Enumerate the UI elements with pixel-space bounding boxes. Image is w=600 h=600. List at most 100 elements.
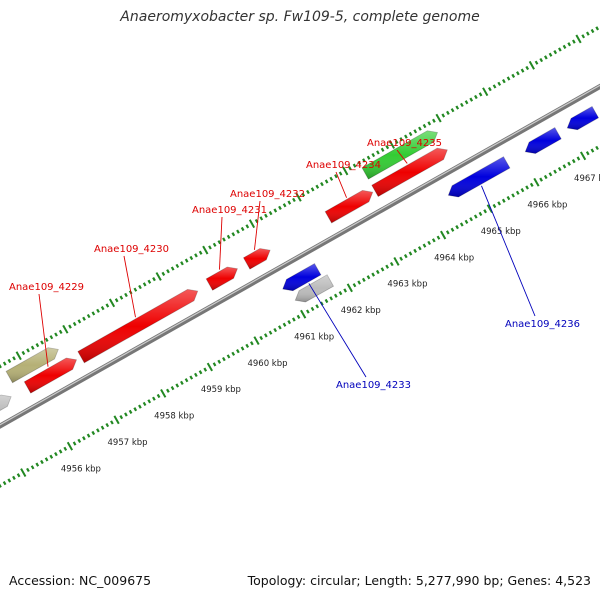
reverse-scale-tick (520, 188, 525, 193)
forward-scale-tick (91, 311, 96, 316)
reverse-scale-tick (497, 201, 501, 206)
forward-scale-tick (124, 292, 128, 298)
reverse-scale-tick (506, 195, 511, 201)
gene-label: Anae109_4234 (306, 160, 381, 171)
reverse-scale-tick (226, 354, 231, 359)
reverse-scale-tick (100, 425, 105, 430)
reverse-scale-tick (455, 225, 459, 230)
forward-scale-tick (105, 303, 110, 308)
reverse-scale-tick (7, 478, 12, 483)
forward-scale-tick (0, 364, 2, 369)
kbp-label: 4957 kbp (108, 438, 148, 448)
reverse-scale-tick (319, 301, 324, 306)
reverse-scale-tick (567, 161, 571, 166)
forward-scale-tick (54, 332, 58, 337)
kbp-label: 4958 kbp (154, 412, 194, 422)
forward-scale-tick (175, 263, 180, 269)
reverse-scale-tick (113, 415, 120, 425)
reverse-scale-tick (152, 396, 156, 401)
reverse-scale-tick (445, 230, 450, 235)
forward-scale-tick (432, 118, 436, 123)
forward-scale-tick (44, 337, 49, 342)
gene-4238-arrow-shading (567, 106, 599, 130)
reverse-scale-tick (539, 177, 543, 182)
forward-scale-tick (413, 129, 418, 134)
reverse-scale-tick (292, 317, 296, 322)
reverse-scale-tick (576, 156, 581, 161)
forward-scale-tick (385, 145, 390, 150)
reverse-scale-tick (66, 441, 74, 451)
forward-scale-tick (474, 94, 478, 100)
reverse-scale-tick (138, 404, 142, 409)
reverse-scale-tick (82, 436, 86, 441)
forward-scale-tick (590, 28, 595, 34)
reverse-scale-tick (58, 449, 63, 454)
reverse-scale-tick (16, 473, 21, 478)
forward-scale-tick (380, 147, 385, 152)
reverse-scale-tick (49, 454, 54, 459)
gene-4234-arrow-shading (325, 190, 373, 223)
reverse-scale-tick (389, 261, 394, 267)
gene-label: Anae109_4231 (192, 205, 267, 216)
forward-scale-tick (562, 44, 567, 49)
gene-label-leader (38, 293, 49, 367)
forward-scale-tick (86, 313, 91, 319)
reverse-scale-tick (548, 172, 553, 177)
forward-scale-tick (114, 298, 119, 303)
forward-scale-tick (315, 184, 320, 189)
reverse-scale-tick (133, 407, 138, 412)
forward-scale-tick (166, 269, 170, 274)
forward-scale-tick (342, 166, 349, 176)
reverse-scale-tick (212, 362, 217, 367)
reverse-scale-tick (198, 370, 203, 375)
reverse-scale-tick (175, 383, 180, 388)
forward-scale-tick (292, 197, 296, 203)
reverse-scale-tick (273, 327, 278, 333)
gene-label: Anae109_4232 (230, 189, 305, 200)
forward-scale-tick (231, 232, 236, 237)
reverse-scale-tick (264, 333, 268, 338)
reverse-scale-tick (553, 169, 557, 174)
forward-scale-tick (264, 213, 268, 218)
reverse-scale-tick (440, 230, 447, 240)
reverse-scale-tick (296, 314, 301, 319)
forward-scale-tick (435, 113, 442, 123)
gene-4233-arrow-shading (295, 274, 334, 302)
gene-label-leader (254, 200, 261, 250)
forward-scale-tick (161, 271, 166, 276)
forward-scale-tick (306, 189, 310, 195)
forward-scale-tick (404, 134, 408, 139)
reverse-scale-tick (346, 283, 353, 293)
gene-4235-arrow-shading (371, 148, 448, 197)
forward-scale-tick (2, 361, 7, 366)
kbp-label: 4959 kbp (201, 385, 241, 395)
forward-scale-tick (77, 319, 82, 324)
reverse-scale-tick (483, 209, 487, 214)
forward-scale-tick (567, 42, 572, 47)
forward-scale-tick (282, 203, 287, 208)
reverse-scale-tick (533, 177, 540, 187)
reverse-scale-tick (431, 238, 436, 243)
forward-scale-tick (497, 81, 502, 86)
forward-scale-tick (338, 171, 343, 176)
reverse-scale-tick (110, 420, 114, 425)
forward-scale-tick (58, 329, 63, 335)
forward-scale-tick (464, 100, 469, 105)
forward-scale-tick (245, 224, 250, 229)
forward-scale-tick (482, 87, 489, 97)
reverse-scale-tick (310, 306, 315, 312)
gene-4231-arrow-shading (206, 267, 238, 291)
forward-scale-tick (502, 79, 506, 84)
reverse-scale-tick (511, 193, 515, 198)
reverse-scale-tick (436, 235, 441, 240)
reverse-scale-tick (380, 267, 385, 272)
gene-4236-arrow-shading (448, 156, 510, 197)
forward-scale-tick (553, 50, 558, 55)
forward-scale-tick (357, 160, 362, 166)
reverse-scale-tick (206, 362, 213, 372)
forward-scale-tick (222, 237, 226, 242)
forward-scale-tick (478, 92, 483, 97)
forward-scale-tick (268, 211, 273, 216)
gene-label-leader (219, 216, 223, 270)
reverse-scale-tick (450, 227, 455, 232)
